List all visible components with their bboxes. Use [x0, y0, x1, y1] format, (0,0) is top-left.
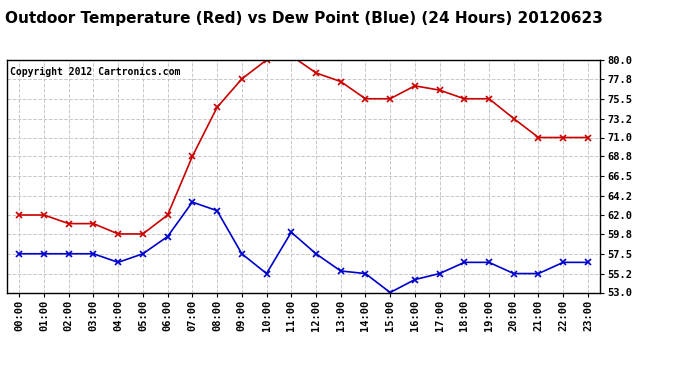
Text: Copyright 2012 Cartronics.com: Copyright 2012 Cartronics.com [10, 67, 180, 77]
Text: Outdoor Temperature (Red) vs Dew Point (Blue) (24 Hours) 20120623: Outdoor Temperature (Red) vs Dew Point (… [5, 11, 602, 26]
